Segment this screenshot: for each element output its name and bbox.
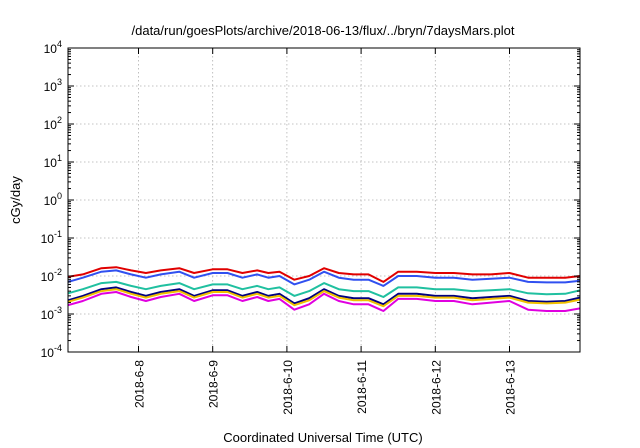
y-tick-exponent: -2 (54, 267, 62, 277)
y-tick-label: 10-2 (41, 267, 62, 284)
y-tick-label: 10-3 (41, 305, 62, 322)
y-tick-base: 10 (44, 194, 58, 208)
series-line-4 (67, 286, 581, 306)
x-tick-label: 2018-6-12 (429, 360, 443, 415)
series-line-3 (67, 280, 581, 298)
y-tick-base: 10 (41, 308, 55, 322)
series-line-2 (67, 269, 581, 287)
grid (68, 48, 580, 352)
x-tick-label: 2018-6-9 (207, 360, 221, 408)
y-tick-label: 100 (44, 191, 62, 208)
x-tick-label: 2018-6-10 (281, 360, 295, 415)
x-tick-label: 2018-6-11 (355, 360, 369, 414)
series-line-1 (67, 266, 581, 283)
series-group (67, 266, 581, 312)
y-tick-exponent: -4 (54, 343, 62, 353)
y-tick-exponent: 1 (57, 153, 62, 163)
y-tick-base: 10 (44, 42, 58, 56)
y-tick-exponent: -1 (54, 229, 62, 239)
y-tick-base: 10 (44, 118, 58, 132)
y-tick-base: 10 (41, 346, 55, 360)
y-tick-exponent: -3 (54, 305, 62, 315)
x-tick-label: 2018-6-8 (132, 360, 146, 408)
series-line-6 (67, 291, 581, 312)
y-tick-exponent: 0 (57, 191, 62, 201)
y-tick-label: 104 (44, 39, 62, 56)
y-tick-label: 103 (44, 77, 62, 94)
y-tick-base: 10 (44, 80, 58, 94)
x-tick-label: 2018-6-13 (504, 360, 518, 415)
y-tick-label: 10-4 (41, 343, 62, 360)
y-tick-label: 10-1 (41, 229, 62, 246)
y-tick-base: 10 (41, 232, 55, 246)
y-tick-label: 101 (44, 153, 62, 170)
x-axis-label: Coordinated Universal Time (UTC) (223, 430, 422, 445)
y-tick-exponent: 3 (57, 77, 62, 87)
y-tick-exponent: 2 (57, 115, 62, 125)
y-tick-exponent: 4 (57, 39, 62, 49)
x-axis: 2018-6-8 2018-6-9 2018-6-10 2018-6-11 2018-6… (132, 48, 518, 415)
y-axis-label: cGy/day (8, 176, 23, 224)
y-tick-base: 10 (41, 270, 55, 284)
y-tick-label: 102 (44, 115, 62, 132)
chart-title: /data/run/goesPlots/archive/2018-06-13/f… (132, 23, 515, 38)
series-line-5 (67, 288, 581, 308)
y-tick-base: 10 (44, 156, 58, 170)
